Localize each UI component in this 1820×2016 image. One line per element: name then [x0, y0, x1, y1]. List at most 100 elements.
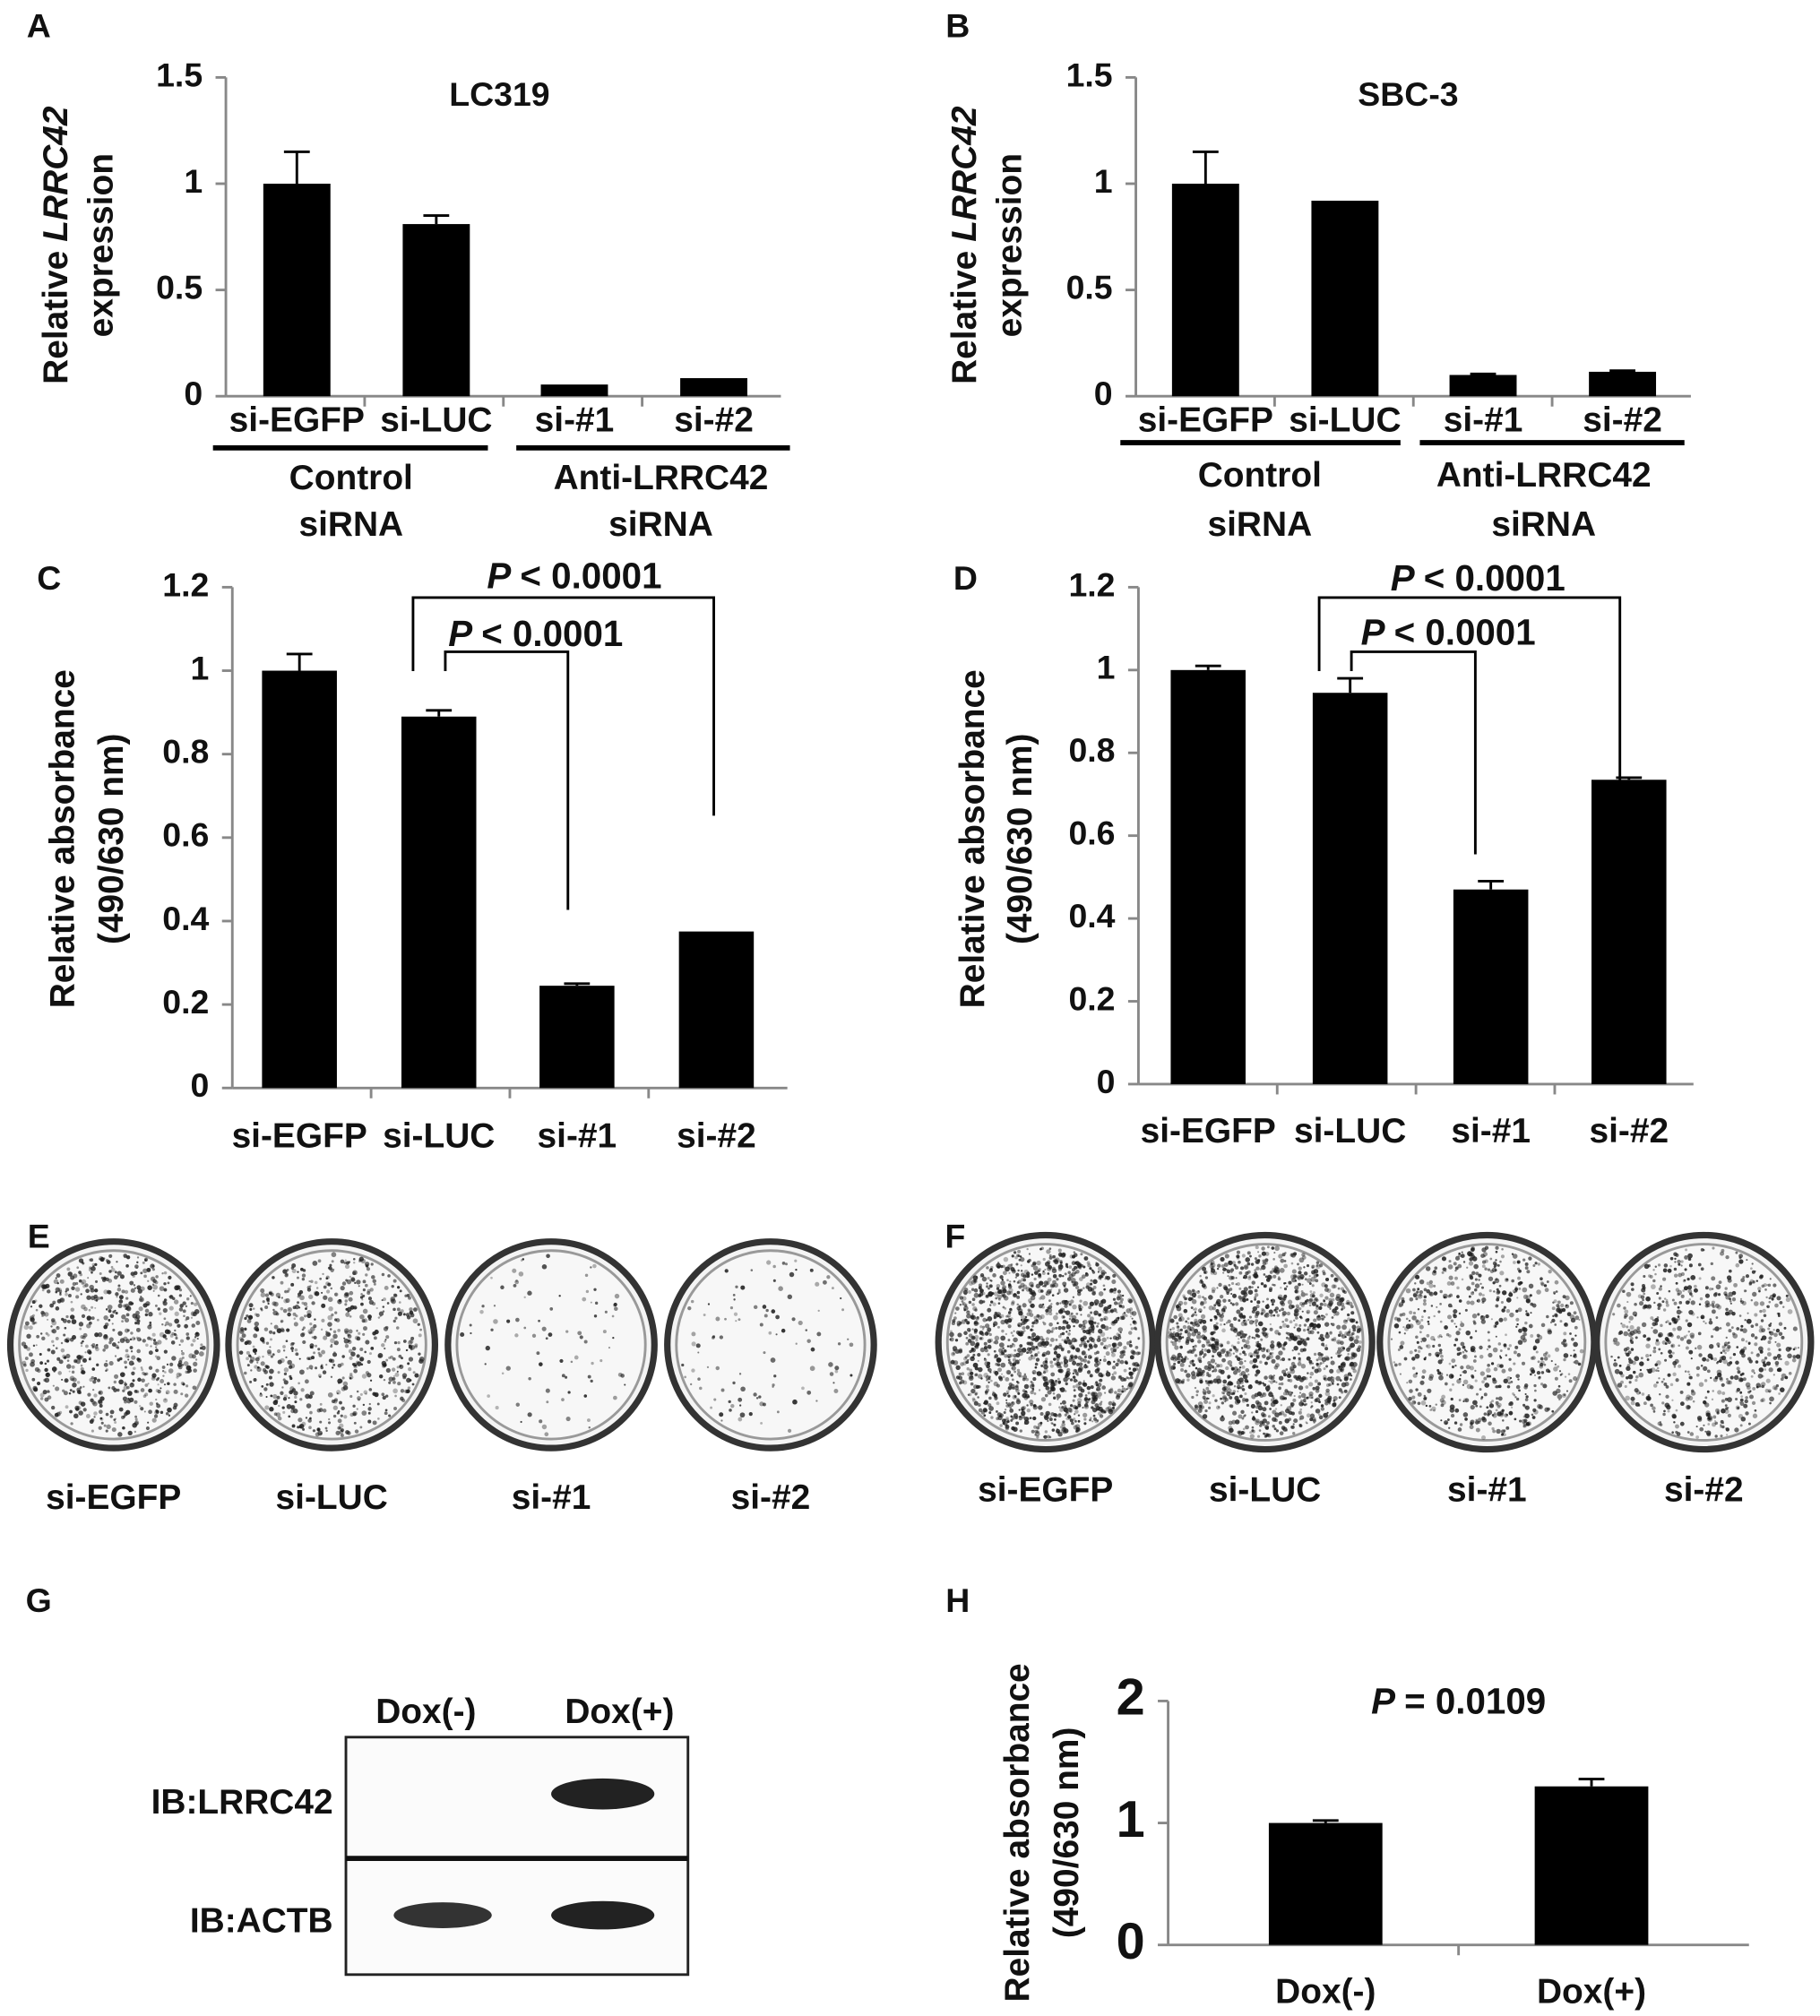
colony — [988, 1381, 990, 1383]
colony — [327, 1322, 332, 1327]
y-tick-label: 0 — [1094, 375, 1113, 412]
colony — [1419, 1380, 1425, 1385]
colony — [1010, 1263, 1014, 1266]
colony — [949, 1330, 953, 1333]
colony — [1104, 1391, 1107, 1394]
colony — [1341, 1391, 1344, 1394]
colony — [979, 1313, 985, 1318]
colony — [1312, 1418, 1316, 1423]
colony — [281, 1386, 284, 1389]
colony — [681, 1363, 685, 1367]
colony — [541, 1424, 548, 1430]
colony — [116, 1346, 120, 1349]
colony — [1475, 1427, 1480, 1433]
colony — [250, 1369, 253, 1372]
colony — [1045, 1293, 1048, 1296]
colony — [1022, 1278, 1027, 1282]
annotation: P < 0.0001 — [1361, 611, 1536, 652]
colony — [1229, 1427, 1234, 1434]
colony — [1023, 1390, 1028, 1395]
colony — [1238, 1360, 1244, 1366]
colony — [174, 1329, 177, 1332]
colony — [561, 1398, 565, 1401]
colony — [1011, 1401, 1014, 1404]
colony — [1053, 1350, 1057, 1355]
colony — [359, 1392, 363, 1396]
colony — [412, 1318, 418, 1324]
colony — [965, 1336, 969, 1340]
colony — [1011, 1342, 1014, 1346]
colony — [1535, 1350, 1539, 1354]
colony — [123, 1415, 126, 1418]
colony — [109, 1314, 115, 1319]
colony — [90, 1258, 94, 1262]
colony — [1318, 1400, 1321, 1404]
colony — [1134, 1328, 1138, 1331]
colony — [338, 1426, 342, 1430]
colony — [1064, 1390, 1067, 1392]
colony — [1538, 1375, 1541, 1379]
colony — [1116, 1296, 1121, 1301]
colony — [809, 1366, 815, 1372]
colony — [1100, 1323, 1106, 1330]
colony — [1563, 1393, 1566, 1397]
colony — [383, 1297, 386, 1301]
colony — [1077, 1291, 1082, 1297]
colony — [574, 1355, 579, 1360]
colony — [124, 1383, 127, 1386]
x-tick-label: si-LUC — [1289, 401, 1401, 439]
colony — [268, 1375, 272, 1380]
colony — [1552, 1314, 1555, 1318]
colony — [1051, 1294, 1055, 1297]
colony — [323, 1335, 328, 1340]
colony — [1398, 1302, 1404, 1307]
colony — [1189, 1360, 1195, 1365]
colony — [1324, 1296, 1329, 1300]
colony — [1324, 1333, 1330, 1339]
colony — [1428, 1291, 1433, 1296]
y-axis-label: (490/630 nm) — [92, 733, 131, 944]
colony — [1035, 1319, 1039, 1322]
colony — [254, 1365, 258, 1369]
colony — [1069, 1410, 1073, 1413]
colony — [1294, 1313, 1298, 1317]
colony — [286, 1289, 289, 1293]
colony — [147, 1285, 152, 1290]
colony — [1508, 1292, 1514, 1297]
colony — [982, 1325, 986, 1329]
colony — [328, 1417, 331, 1421]
colony — [367, 1419, 372, 1424]
colony — [1100, 1318, 1104, 1322]
colony — [1085, 1282, 1091, 1288]
colony — [315, 1366, 318, 1370]
colony — [958, 1348, 963, 1354]
colony — [1333, 1277, 1339, 1283]
colony — [356, 1361, 362, 1366]
colony — [115, 1292, 119, 1297]
colony — [93, 1411, 98, 1416]
colony — [1294, 1309, 1298, 1314]
colony — [76, 1406, 82, 1410]
annotation-italic: P — [448, 613, 472, 654]
colony — [87, 1392, 91, 1397]
colony — [308, 1365, 314, 1370]
colony — [1052, 1254, 1057, 1259]
colony — [343, 1338, 349, 1344]
colony — [1174, 1338, 1178, 1342]
colony — [82, 1262, 85, 1265]
colony — [1230, 1276, 1235, 1279]
colony — [1058, 1273, 1063, 1278]
colony — [1098, 1276, 1102, 1280]
colony — [168, 1275, 172, 1279]
colony — [1348, 1301, 1353, 1306]
colony — [1574, 1359, 1579, 1365]
colony — [1264, 1361, 1268, 1366]
colony — [1005, 1425, 1010, 1429]
colony — [1011, 1378, 1014, 1382]
colony — [58, 1289, 63, 1294]
colony — [1186, 1373, 1191, 1378]
colony — [1517, 1276, 1521, 1280]
colony — [114, 1271, 117, 1274]
colony — [296, 1276, 299, 1279]
colony — [62, 1354, 66, 1359]
